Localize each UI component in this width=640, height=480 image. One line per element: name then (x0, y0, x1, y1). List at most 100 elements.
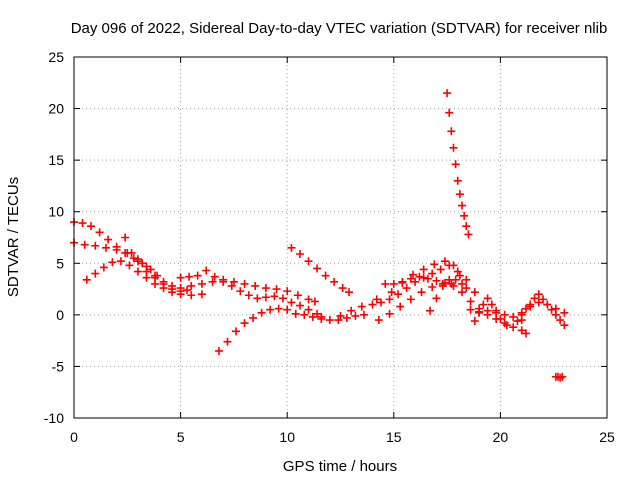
data-point (560, 308, 569, 317)
data-point (464, 230, 473, 239)
data-point (530, 294, 539, 303)
data-point (453, 267, 462, 276)
data-point (449, 143, 458, 152)
data-point (411, 277, 420, 286)
data-point (313, 309, 322, 318)
data-point (133, 267, 142, 276)
data-point (438, 281, 447, 290)
data-point (336, 311, 345, 320)
data-point (502, 321, 511, 330)
data-point (453, 176, 462, 185)
data-point (283, 305, 292, 314)
data-point (176, 284, 185, 293)
data-point (91, 241, 100, 250)
x-tick-label: 0 (70, 429, 78, 445)
data-point (428, 283, 437, 292)
data-point (385, 309, 394, 318)
data-point (394, 290, 403, 299)
data-point (310, 297, 319, 306)
data-point (460, 211, 469, 220)
data-point (466, 297, 475, 306)
data-point (458, 288, 467, 297)
data-point (417, 288, 426, 297)
y-tick-label: 0 (56, 307, 64, 323)
data-point (455, 190, 464, 199)
data-point (185, 272, 194, 281)
data-point (406, 274, 415, 283)
data-point (214, 346, 223, 355)
data-point (436, 265, 445, 274)
data-point (232, 327, 241, 336)
data-point (556, 316, 565, 325)
y-tick-label: 15 (48, 152, 64, 168)
series-arc12 (426, 275, 467, 315)
data-point (449, 261, 458, 270)
data-point (517, 326, 526, 335)
data-point (385, 295, 394, 304)
data-point (345, 288, 354, 297)
plot-frame (73, 56, 608, 419)
data-point (408, 270, 417, 279)
data-point (428, 269, 437, 278)
data-point (197, 279, 206, 288)
series-arc4 (121, 233, 319, 306)
data-point (87, 222, 96, 231)
series-arc18 (551, 372, 567, 382)
data-point (104, 235, 113, 244)
data-point (146, 265, 155, 274)
data-point (443, 89, 452, 98)
data-point (483, 306, 492, 315)
data-point (219, 277, 228, 286)
data-point (462, 275, 471, 284)
data-point (82, 275, 91, 284)
data-point (387, 288, 396, 297)
data-point (483, 294, 492, 303)
data-point (197, 290, 206, 299)
data-point (270, 292, 279, 301)
data-point (236, 287, 245, 296)
y-axis-label: SDTVAR / TECUs (5, 177, 22, 297)
data-point (291, 309, 300, 318)
data-point (272, 285, 281, 294)
data-point (372, 295, 381, 304)
data-point (261, 284, 270, 293)
data-point (415, 272, 424, 281)
data-point (321, 271, 330, 280)
data-point (534, 290, 543, 299)
data-point (534, 298, 543, 307)
data-point (112, 245, 121, 254)
y-tick-label: -10 (44, 410, 64, 426)
data-point (406, 295, 415, 304)
data-point (304, 295, 313, 304)
data-point (547, 305, 556, 314)
y-tick-label: 25 (48, 49, 64, 65)
series-arc13 (443, 89, 473, 239)
data-points (70, 89, 569, 382)
data-point (458, 201, 467, 210)
data-point (521, 329, 530, 338)
data-point (381, 279, 390, 288)
data-point (374, 316, 383, 325)
y-tick-label: 10 (48, 204, 64, 220)
series-arc7 (287, 243, 354, 297)
data-point (304, 305, 313, 314)
data-point (202, 266, 211, 275)
data-point (182, 286, 191, 295)
data-point (432, 276, 441, 285)
x-tick-label: 15 (386, 429, 402, 445)
data-point (462, 284, 471, 293)
data-point (91, 269, 100, 278)
data-point (513, 317, 522, 326)
data-point (278, 294, 287, 303)
data-point (447, 127, 456, 136)
data-point (283, 287, 292, 296)
series-arc8 (336, 261, 479, 320)
data-point (295, 250, 304, 259)
data-point (347, 306, 356, 315)
data-point (257, 308, 266, 317)
x-axis-label: GPS time / hours (283, 458, 397, 475)
data-point (266, 305, 275, 314)
data-point (509, 323, 518, 332)
data-point (342, 313, 351, 322)
series-arc10 (374, 279, 456, 325)
